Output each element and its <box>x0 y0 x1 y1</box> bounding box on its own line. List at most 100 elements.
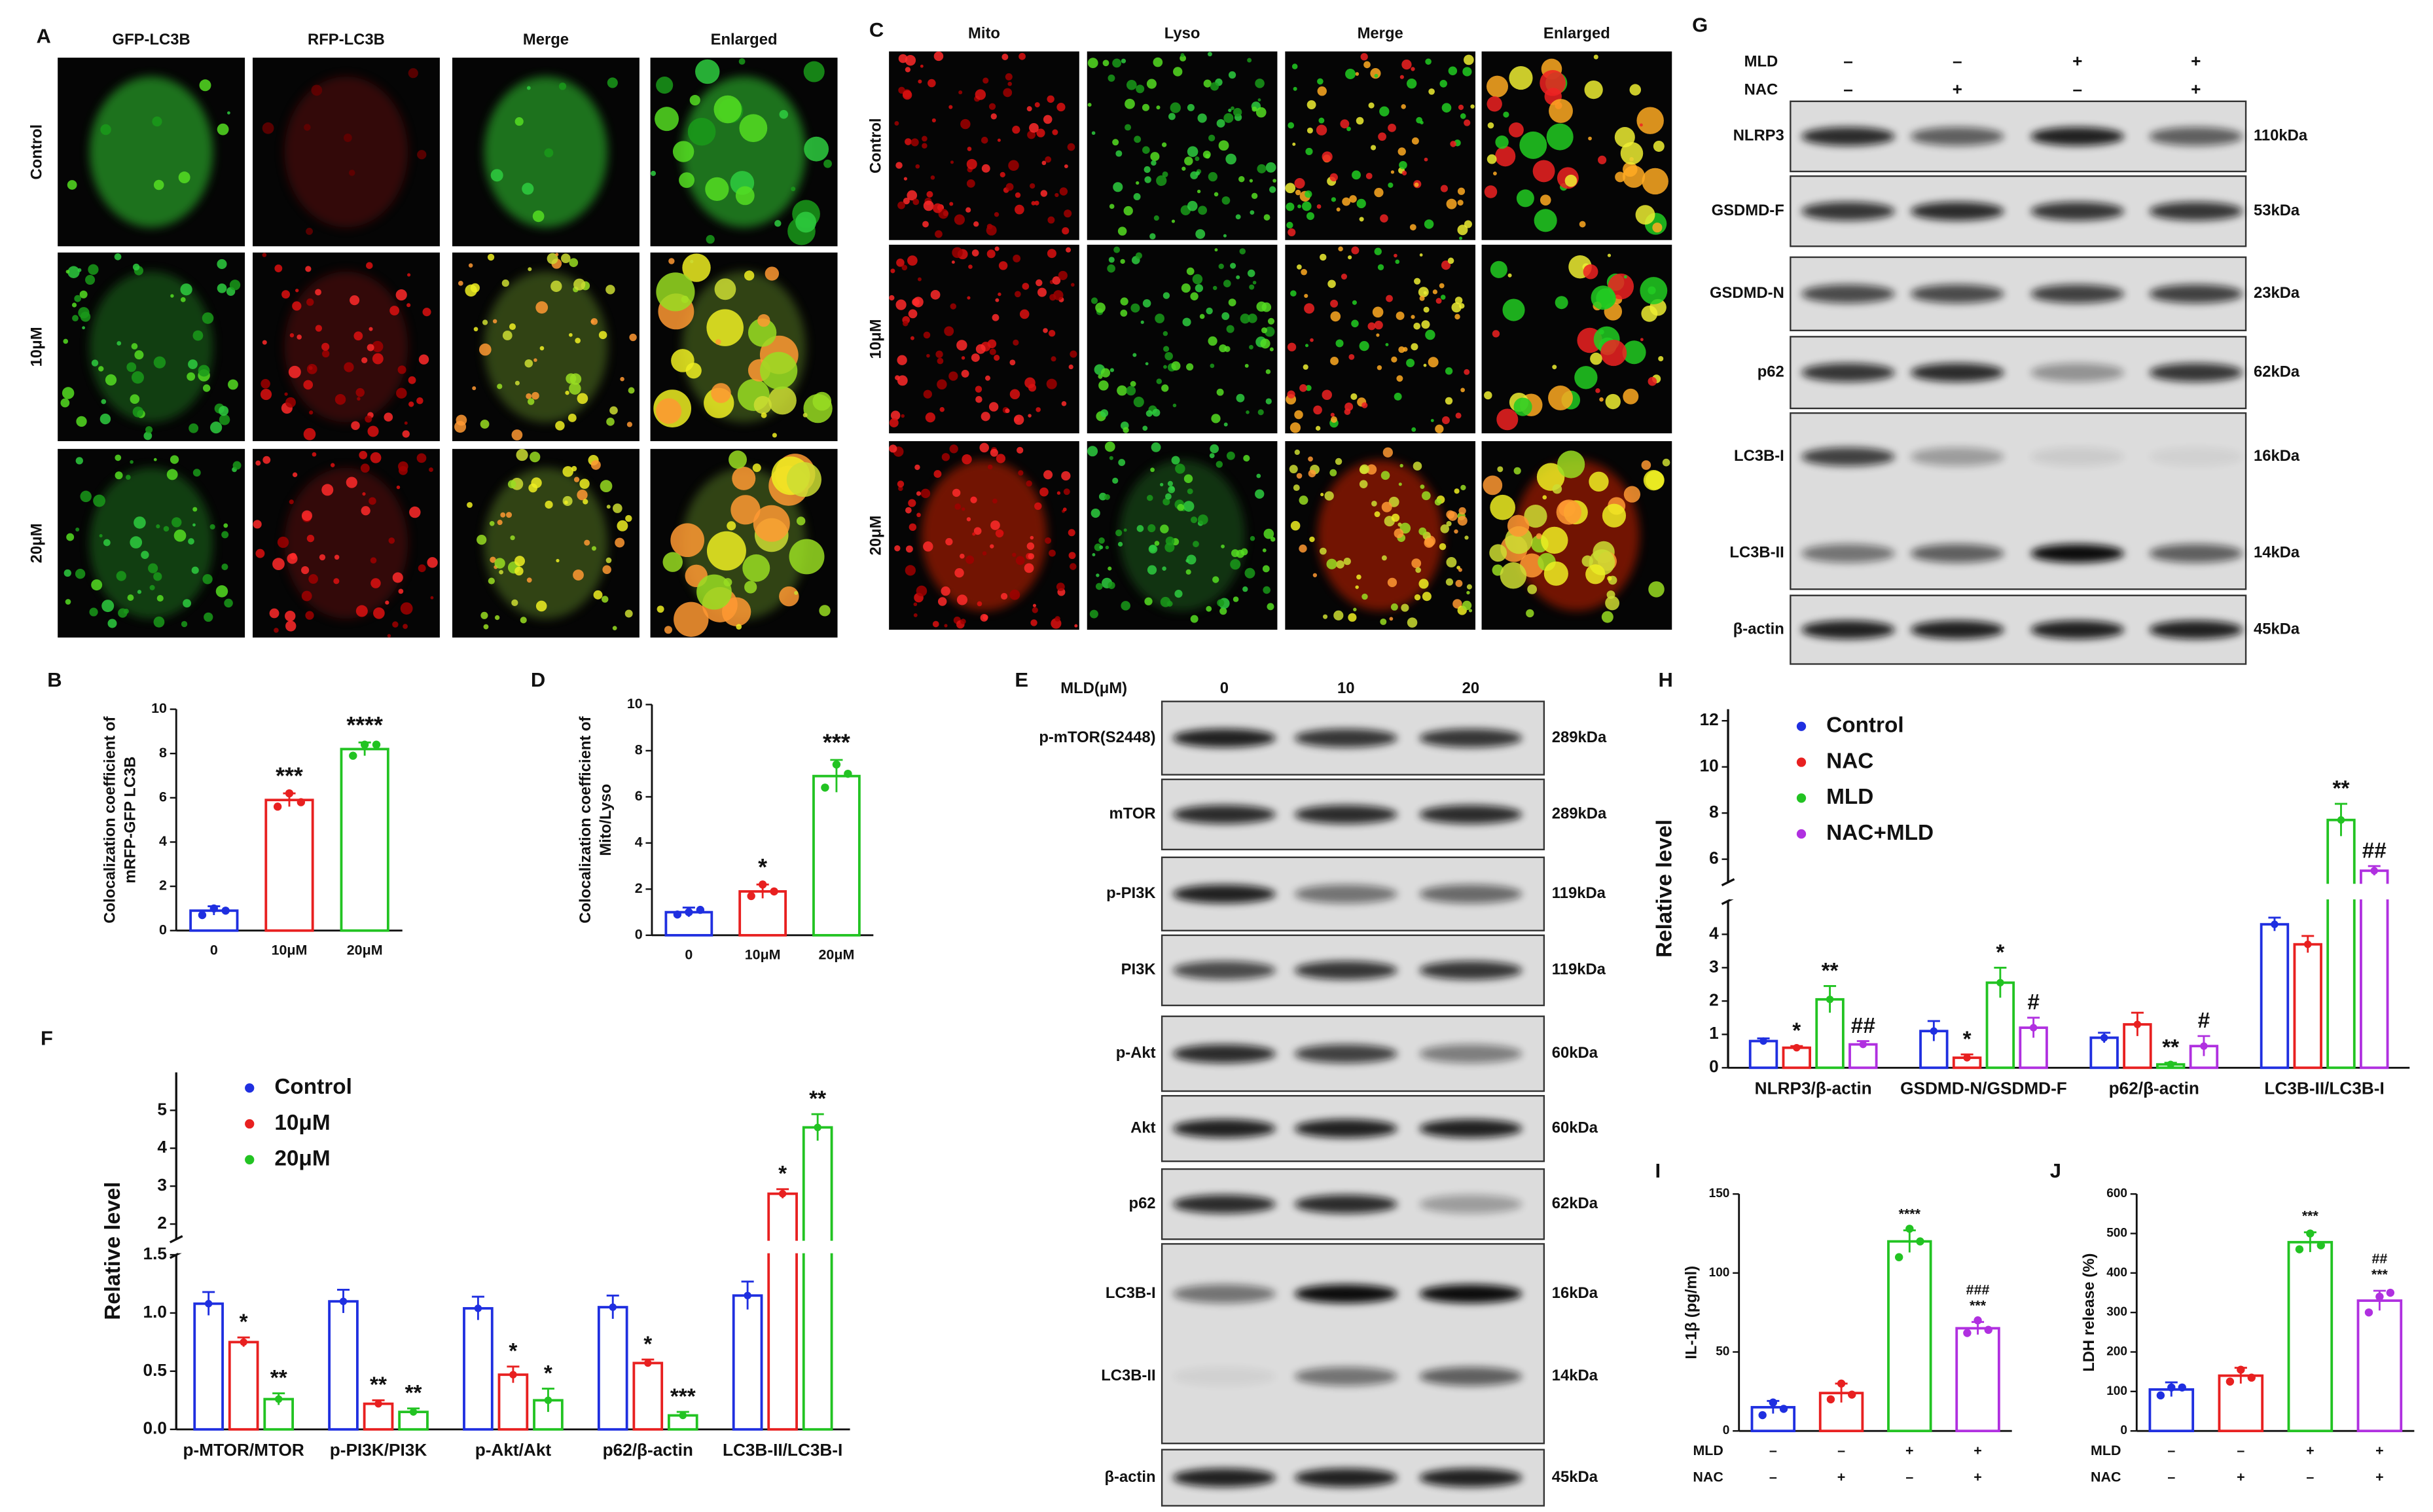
puncta <box>1226 325 1235 333</box>
puncta <box>1145 362 1149 366</box>
puncta <box>284 392 288 396</box>
puncta <box>1034 502 1042 511</box>
puncta <box>1359 480 1368 488</box>
puncta <box>1658 355 1664 362</box>
puncta <box>520 617 527 624</box>
puncta <box>1109 368 1114 372</box>
puncta <box>1180 54 1187 62</box>
puncta <box>66 533 75 541</box>
puncta <box>153 356 166 369</box>
puncta <box>933 203 943 213</box>
puncta <box>1401 170 1407 176</box>
puncta <box>1304 303 1315 314</box>
blot-band <box>1294 805 1397 824</box>
puncta <box>1030 535 1034 540</box>
treatment-label: NAC <box>1744 81 1778 98</box>
puncta <box>1236 393 1245 403</box>
puncta <box>1441 103 1452 113</box>
puncta <box>1191 516 1198 524</box>
puncta <box>1446 557 1457 567</box>
puncta <box>1389 617 1394 621</box>
puncta <box>1448 66 1458 75</box>
puncta <box>156 595 164 602</box>
puncta <box>1171 219 1176 223</box>
puncta <box>1289 465 1298 474</box>
puncta <box>1423 306 1430 313</box>
blot-band <box>1172 1195 1276 1214</box>
puncta <box>1247 269 1255 278</box>
blot-band <box>1294 1195 1397 1214</box>
puncta <box>1136 181 1140 185</box>
axis-break <box>1721 878 1735 887</box>
puncta <box>896 259 905 267</box>
puncta <box>130 536 143 549</box>
puncta <box>1208 134 1216 141</box>
puncta <box>961 507 965 511</box>
puncta <box>1070 350 1077 358</box>
puncta <box>1329 173 1338 182</box>
puncta <box>1022 283 1030 290</box>
puncta <box>954 214 965 225</box>
puncta <box>1452 599 1462 609</box>
puncta <box>1013 414 1024 425</box>
puncta <box>192 469 201 477</box>
puncta <box>1005 73 1013 81</box>
puncta <box>1413 323 1420 330</box>
puncta <box>306 227 313 235</box>
puncta <box>478 343 492 356</box>
puncta <box>1454 297 1463 304</box>
significance: # <box>2027 990 2040 1015</box>
puncta <box>823 159 832 168</box>
puncta <box>528 267 532 272</box>
puncta <box>409 506 421 518</box>
puncta <box>370 452 382 463</box>
row-label: 20μM <box>27 523 45 563</box>
puncta <box>961 369 969 378</box>
puncta <box>779 110 789 119</box>
puncta <box>131 343 138 350</box>
data-point <box>832 760 841 769</box>
puncta <box>262 122 274 134</box>
puncta <box>163 526 170 532</box>
puncta <box>103 539 111 547</box>
puncta <box>116 571 126 581</box>
puncta <box>977 601 982 607</box>
puncta <box>148 563 158 573</box>
puncta <box>62 387 75 399</box>
bar <box>328 1300 359 1431</box>
band-size: 60kDa <box>1552 1119 1598 1136</box>
puncta <box>1336 560 1344 569</box>
puncta <box>984 375 991 381</box>
treatment-sign: + <box>2375 1443 2384 1458</box>
puncta <box>1424 157 1428 162</box>
puncta <box>952 247 963 259</box>
puncta <box>1167 480 1173 486</box>
significance: ## <box>2362 839 2387 863</box>
puncta <box>986 223 993 230</box>
puncta <box>1527 585 1538 594</box>
puncta <box>1342 197 1351 206</box>
image-background <box>1285 244 1476 434</box>
puncta <box>497 520 503 526</box>
bar <box>2356 1299 2403 1433</box>
puncta <box>1312 573 1318 577</box>
puncta <box>1359 217 1364 222</box>
y-tick-label: 0 <box>1723 1424 1730 1437</box>
cell-glow <box>89 271 213 423</box>
data-point <box>2237 1365 2245 1374</box>
puncta <box>897 375 908 386</box>
puncta <box>355 605 368 617</box>
puncta <box>1151 442 1161 452</box>
puncta <box>935 350 943 358</box>
puncta <box>910 336 914 340</box>
puncta <box>1419 253 1423 257</box>
puncta <box>1421 320 1430 329</box>
puncta <box>1447 257 1454 264</box>
puncta <box>925 412 935 423</box>
blot-band <box>2030 363 2125 382</box>
cell-glow <box>1119 459 1246 611</box>
puncta <box>1147 565 1157 575</box>
puncta <box>1009 359 1016 366</box>
band-size: 119kDa <box>1552 884 1606 902</box>
puncta <box>1387 577 1397 587</box>
